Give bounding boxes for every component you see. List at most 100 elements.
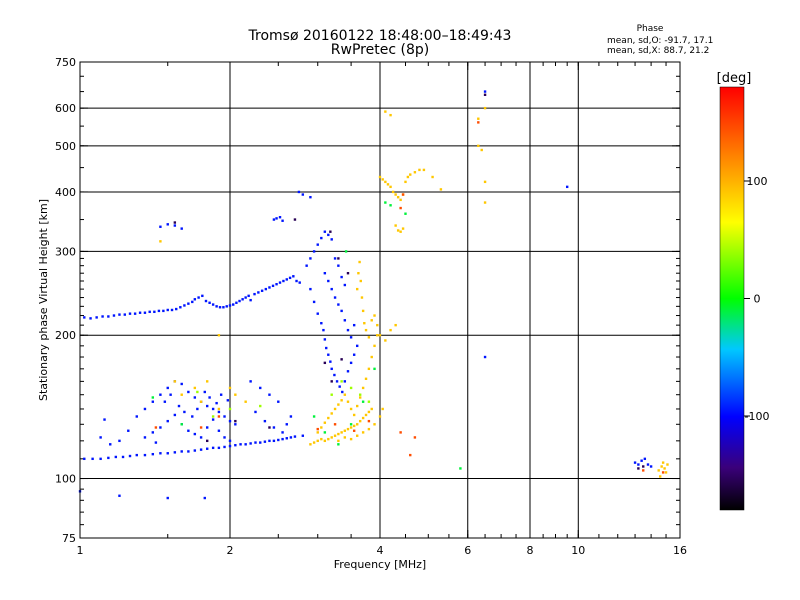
data-point [364, 328, 368, 332]
data-point [352, 413, 356, 417]
plot-frame [79, 61, 681, 539]
data-point [394, 224, 397, 227]
data-point [187, 450, 190, 453]
data-point [282, 279, 285, 283]
x-tick-label: 6 [464, 544, 471, 557]
data-point [335, 380, 339, 383]
data-point [175, 307, 178, 311]
data-point [148, 310, 151, 314]
data-point [301, 434, 305, 437]
data-point [352, 353, 356, 356]
data-point [228, 444, 232, 448]
data-point [316, 431, 319, 434]
data-point [112, 314, 116, 317]
data-point [346, 400, 350, 403]
data-point [483, 106, 487, 110]
colorbar [719, 86, 745, 511]
data-point [138, 311, 142, 314]
data-point [346, 272, 350, 275]
data-point [459, 467, 462, 470]
data-point [389, 185, 392, 189]
data-point [154, 441, 158, 444]
data-point [422, 168, 426, 172]
data-point [367, 367, 371, 371]
data-point [107, 315, 110, 318]
data-point [349, 423, 353, 426]
data-point [343, 319, 347, 322]
data-point [217, 334, 221, 337]
data-point [483, 90, 487, 93]
data-point [305, 264, 308, 267]
data-point [483, 355, 487, 359]
data-point [323, 431, 327, 434]
data-point [143, 407, 147, 411]
data-point [401, 227, 405, 230]
data-point [208, 301, 211, 304]
data-point [109, 443, 112, 446]
data-point [409, 453, 412, 457]
data-point [367, 336, 371, 339]
data-point [337, 303, 340, 306]
data-point [289, 436, 293, 439]
data-point [663, 467, 666, 470]
data-point [205, 404, 209, 408]
data-point [316, 439, 319, 443]
data-point [118, 494, 121, 497]
data-point [187, 429, 190, 432]
data-point [333, 257, 337, 260]
data-point [349, 336, 353, 339]
data-point [364, 413, 368, 417]
data-point [196, 407, 199, 411]
data-point [642, 465, 645, 468]
data-point [333, 296, 337, 299]
data-point [370, 355, 373, 359]
chart-title: Tromsø 20160122 18:48:00–18:49:43 [248, 28, 512, 44]
data-point [83, 457, 86, 461]
data-point [204, 299, 208, 303]
data-point [341, 390, 344, 394]
data-point [565, 185, 569, 189]
y-tick-label: 100 [55, 473, 76, 486]
data-point [232, 303, 235, 306]
data-point [316, 312, 319, 315]
data-point [254, 410, 257, 414]
data-point [483, 180, 487, 184]
y-tick-label: 600 [55, 102, 76, 115]
colorbar-tick-label: 0 [754, 293, 761, 306]
data-point [228, 419, 232, 423]
colorbar-tick-label: -100 [745, 410, 770, 423]
data-point [346, 427, 350, 431]
data-point [323, 421, 327, 424]
data-point [399, 206, 402, 210]
data-point [215, 305, 218, 308]
data-point [143, 311, 147, 314]
data-point [404, 180, 407, 184]
data-point [439, 188, 443, 191]
data-point [259, 386, 262, 390]
data-point [666, 463, 669, 466]
data-point [159, 426, 162, 429]
data-point [143, 436, 147, 439]
data-point [263, 440, 267, 443]
data-point [217, 429, 221, 432]
x-tick-label: 4 [377, 544, 384, 557]
data-point [358, 393, 362, 396]
data-point [637, 463, 640, 466]
data-point [241, 298, 244, 301]
x-tick-label: 16 [673, 544, 687, 557]
data-point [394, 323, 397, 327]
y-tick-label: 75 [62, 532, 76, 545]
data-point [292, 275, 295, 278]
chart-subtitle: RwPretec (8p) [331, 42, 429, 58]
data-point [399, 230, 402, 233]
y-axis-label: Stationary phase Virtual Height [km] [37, 199, 50, 401]
data-point [646, 463, 650, 466]
data-point [477, 121, 480, 124]
data-point [320, 236, 323, 240]
data-point [272, 426, 276, 429]
colorbar-tick-label: 100 [747, 175, 768, 188]
data-point [401, 193, 405, 196]
data-point [327, 353, 330, 356]
data-point [223, 415, 226, 418]
data-point [173, 224, 177, 227]
